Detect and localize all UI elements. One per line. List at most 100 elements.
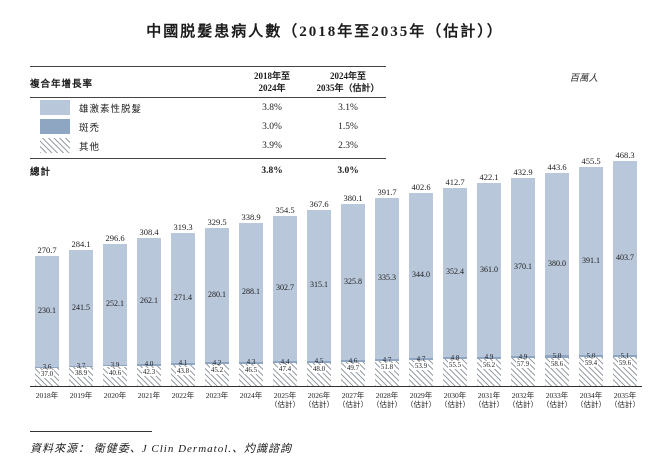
bar-androgenetic-value: 352.4 bbox=[446, 267, 464, 277]
bar-others-value-text: 57.9 bbox=[515, 360, 531, 369]
bar-others-value-text: 40.6 bbox=[107, 368, 123, 377]
bar-total-label: 296.6 bbox=[105, 232, 125, 243]
bar-others-value: 51.8 bbox=[367, 363, 407, 372]
bar-androgenetic-value: 252.1 bbox=[106, 299, 124, 309]
bar-total-label: 367.6 bbox=[309, 198, 329, 209]
unit-label: 百萬人 bbox=[569, 74, 598, 84]
bar-alopecia-value: 4.5 bbox=[314, 357, 324, 366]
bar-total-label: 380.1 bbox=[343, 192, 363, 203]
bar-segment-alopecia-areata bbox=[477, 356, 501, 360]
bar-segment-alopecia-areata bbox=[205, 362, 229, 365]
bar-others-value-text: 56.2 bbox=[481, 361, 497, 370]
bar-androgenetic-value: 271.4 bbox=[174, 292, 192, 302]
bar-others-value: 43.8 bbox=[163, 366, 203, 375]
bar-total-label: 402.6 bbox=[411, 181, 431, 192]
bar-alopecia-value: 3.7 bbox=[76, 361, 86, 370]
bar-alopecia-value: 4.7 bbox=[416, 354, 426, 363]
bar-androgenetic-value: 241.5 bbox=[72, 302, 90, 312]
bar-segment-androgenetic bbox=[579, 167, 603, 356]
bar-total-label: 455.5 bbox=[581, 156, 601, 167]
bar-others-value-text: 51.8 bbox=[379, 363, 395, 372]
x-axis-year: 2035年 bbox=[613, 391, 637, 400]
x-axis-estimate-note: （估計） bbox=[610, 400, 640, 409]
bar-others-value: 53.9 bbox=[401, 362, 441, 371]
x-axis-estimate-note: （估計） bbox=[440, 400, 470, 409]
x-axis-year: 2020年 bbox=[103, 391, 127, 400]
bar-androgenetic-value: 361.0 bbox=[480, 265, 498, 275]
bar-alopecia-value: 3.6 bbox=[42, 362, 52, 371]
bar-segment-androgenetic bbox=[341, 203, 365, 360]
source-divider bbox=[30, 431, 152, 432]
x-axis-estimate-note: （估計） bbox=[474, 400, 504, 409]
x-axis-label: 2019年 bbox=[61, 391, 101, 400]
bar-androgenetic-value: 288.1 bbox=[242, 287, 260, 297]
x-axis-label: 2035年 （估計） bbox=[605, 391, 645, 409]
bar-androgenetic-value: 302.7 bbox=[276, 283, 294, 293]
bar-others-value-text: 38.9 bbox=[73, 369, 89, 378]
bar-others-value: 40.6 bbox=[95, 368, 135, 377]
total-cagr-2024-2035: 3.0% bbox=[337, 166, 359, 176]
bar-alopecia-value: 4.9 bbox=[518, 352, 528, 361]
bar-alopecia-value: 4.1 bbox=[178, 359, 188, 368]
bar-androgenetic-value: 335.3 bbox=[378, 273, 396, 283]
legend-row-androgenetic: 雄激素性脱髮 3.8% 3.1% bbox=[30, 98, 386, 117]
x-axis-label: 2028年 （估計） bbox=[367, 391, 407, 409]
bar-others-value: 59.4 bbox=[571, 359, 611, 368]
x-axis-label: 2025年 （估計） bbox=[265, 391, 305, 409]
legend-row-others: 其他 3.9% 2.3% bbox=[30, 136, 386, 155]
cagr-table-header: 複合年增長率 2018年至 2024年 2024年至 2035年（估計） bbox=[30, 67, 386, 98]
alopecia-cagr-2024-2035: 1.5% bbox=[338, 121, 358, 132]
bar-total-label: 422.1 bbox=[479, 172, 499, 183]
legend-label-cell: 雄激素性脱髮 bbox=[30, 100, 234, 115]
bar-total-label: 391.7 bbox=[377, 186, 397, 197]
bar-others-value-text: 55.5 bbox=[447, 361, 463, 370]
bar-total-label: 284.1 bbox=[71, 238, 91, 249]
x-axis-label: 2024年 bbox=[231, 391, 271, 400]
bar-alopecia-value: 4.2 bbox=[212, 358, 222, 367]
bar-others-value-text: 59.4 bbox=[583, 359, 599, 368]
bar-others-value: 47.4 bbox=[265, 365, 305, 374]
cagr-header-col-2024-2035: 2024年至 2035年（估計） bbox=[310, 71, 386, 94]
bar-others-value: 42.3 bbox=[129, 367, 169, 376]
x-axis-label: 2020年 bbox=[95, 391, 135, 400]
x-axis-year: 2018年 bbox=[35, 391, 59, 400]
bar-segment-alopecia-areata bbox=[341, 359, 365, 363]
x-axis-estimate-note: （估計） bbox=[270, 400, 300, 409]
bar-segment-alopecia-areata bbox=[35, 366, 59, 369]
x-axis-label: 2027年 （估計） bbox=[333, 391, 373, 409]
bar-androgenetic-value: 230.1 bbox=[38, 306, 56, 316]
legend-row-alopecia-areata: 斑禿 3.0% 1.5% bbox=[30, 117, 386, 136]
x-axis-label: 2034年 （估計） bbox=[571, 391, 611, 409]
bar-others-value: 59.6 bbox=[605, 359, 645, 368]
bar-total-label: 308.4 bbox=[139, 226, 159, 237]
legend-label-alopecia-areata: 斑禿 bbox=[79, 123, 101, 134]
bar-segment-alopecia-areata bbox=[613, 354, 637, 358]
x-axis-year: 2029年 bbox=[409, 391, 433, 400]
others-cagr-2018-2024: 3.9% bbox=[262, 140, 282, 151]
bar-others-value: 57.9 bbox=[503, 360, 543, 369]
x-axis-year: 2030年 bbox=[443, 391, 467, 400]
x-axis-year: 2025年 bbox=[273, 391, 297, 400]
bar-others-value-text: 45.2 bbox=[209, 366, 225, 375]
bar-androgenetic-value: 325.8 bbox=[344, 276, 362, 286]
bar-others-value-text: 48.0 bbox=[311, 364, 327, 373]
bar-segment-androgenetic bbox=[35, 256, 59, 367]
x-axis-estimate-note: （估計） bbox=[406, 400, 436, 409]
bar-segment-androgenetic bbox=[545, 173, 569, 356]
bar-total-label: 354.5 bbox=[275, 204, 295, 215]
x-axis-year: 2024年 bbox=[239, 391, 263, 400]
bar-alopecia-value: 4.3 bbox=[246, 358, 256, 367]
bar-others-value: 48.0 bbox=[299, 364, 339, 373]
bar-others-value-text: 59.6 bbox=[617, 359, 633, 368]
bar-segment-alopecia-areata bbox=[307, 360, 331, 363]
bar-alopecia-value: 4.0 bbox=[144, 360, 154, 369]
bar-segment-alopecia-areata bbox=[511, 355, 535, 359]
bar-segment-alopecia-areata bbox=[273, 361, 297, 364]
bar-alopecia-value: 4.7 bbox=[382, 355, 392, 364]
bar-androgenetic-value: 280.1 bbox=[208, 290, 226, 300]
bar-segment-androgenetic bbox=[511, 178, 535, 356]
bar-total-label: 319.3 bbox=[173, 221, 193, 232]
androgenetic-cagr-2018-2024: 3.8% bbox=[262, 102, 282, 113]
bar-others-value: 37.0 bbox=[27, 370, 67, 379]
cagr-header-title: 複合年增長率 bbox=[30, 79, 94, 90]
